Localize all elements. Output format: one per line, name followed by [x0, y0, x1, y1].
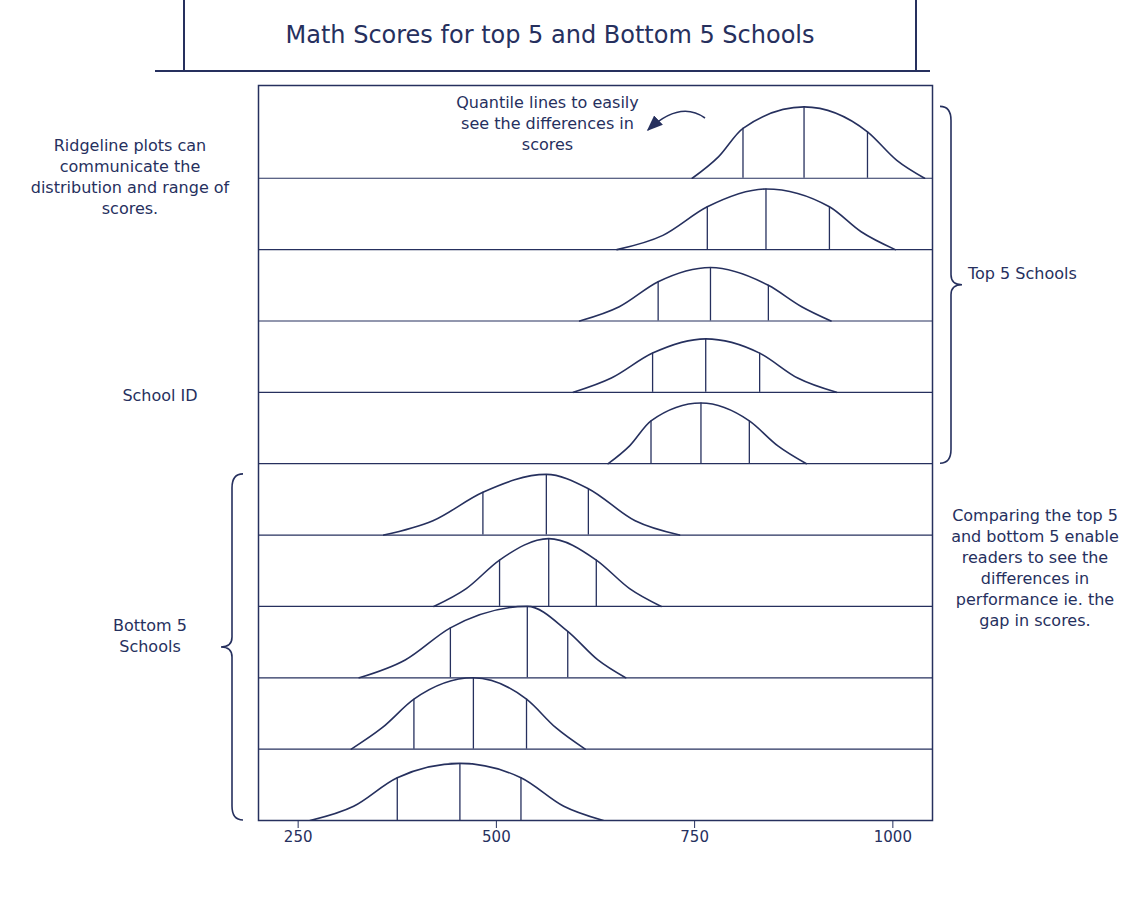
html-text:Quantile lines to easily see t: Quantile lines to easily see the differe…: [456, 93, 639, 154]
html-text:Ridgeline plots can communicat: Ridgeline plots can communicate the dist…: [30, 136, 230, 218]
html-text:Math Scores for top 5 and Bott: Math Scores for top 5 and Bottom 5 Schoo…: [285, 21, 815, 49]
svg-text:1000: 1000: [874, 828, 912, 846]
html-text:Bottom 5 Schools: Bottom 5 Schools: [113, 616, 187, 656]
svg-text:500: 500: [482, 828, 511, 846]
svg-text:250: 250: [284, 828, 313, 846]
svg-text:750: 750: [680, 828, 709, 846]
html-text:Top 5 Schools: Top 5 Schools: [968, 263, 1077, 283]
html-text:Comparing the top 5 and bottom: Comparing the top 5 and bottom 5 enable …: [951, 506, 1119, 630]
html-text:School ID: School ID: [122, 386, 198, 405]
